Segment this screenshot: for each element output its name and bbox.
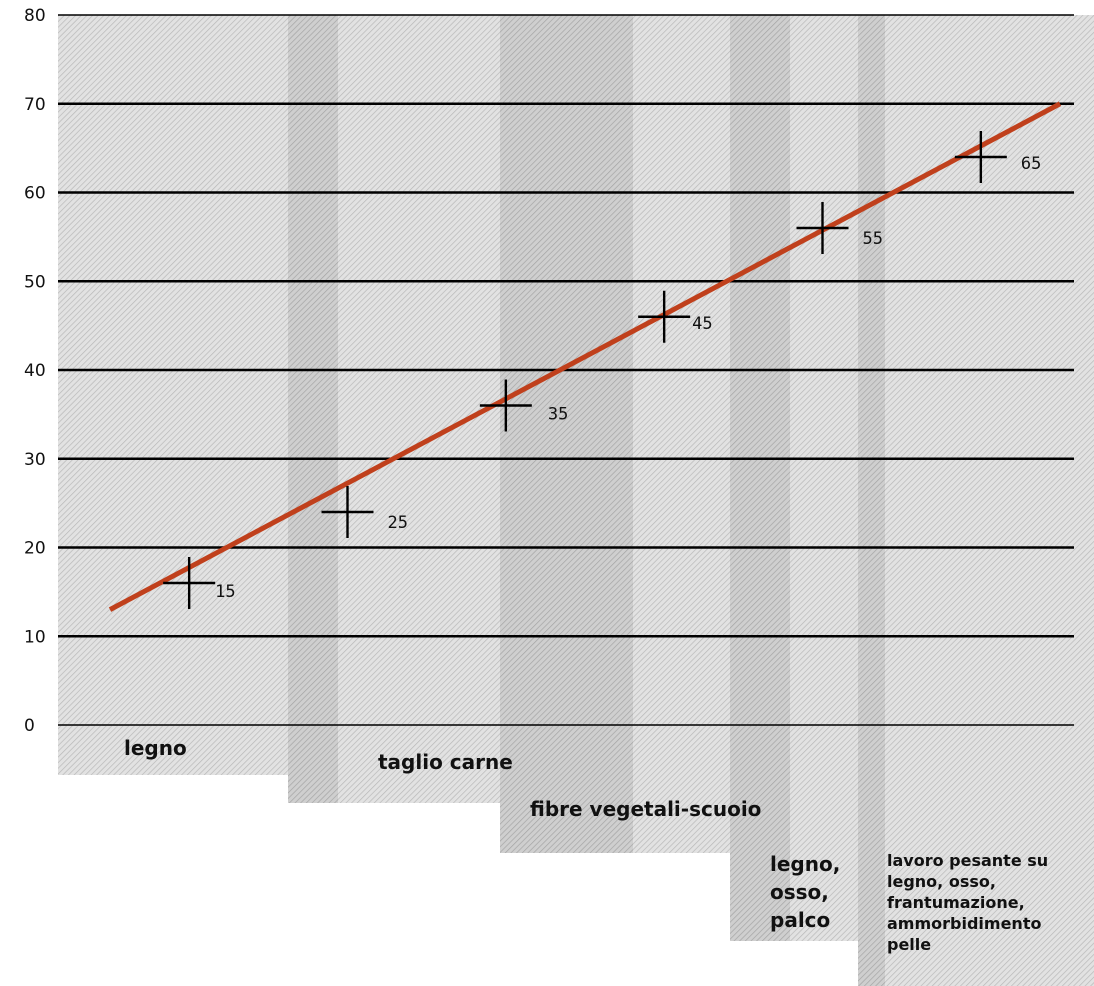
y-tick-label: 0	[24, 716, 35, 736]
band-label: fibre vegetali-scuoio	[530, 797, 762, 821]
trend-line	[108, 101, 1062, 612]
data-point-marker	[321, 486, 374, 538]
y-tick-label: 60	[24, 184, 46, 204]
band-label: legno	[124, 736, 187, 760]
band-label: taglio carne	[378, 750, 513, 774]
y-tick-label: 40	[24, 361, 46, 381]
data-label: 55	[863, 229, 883, 249]
data-point-marker	[163, 557, 216, 609]
data-point-marker	[479, 379, 532, 432]
y-tick-label: 50	[24, 272, 46, 292]
y-tick-label: 20	[24, 539, 46, 559]
data-label: 15	[215, 582, 235, 602]
data-point-marker	[954, 131, 1007, 183]
data-label: 35	[548, 405, 568, 425]
data-point-marker	[638, 290, 691, 343]
y-tick-label: 80	[24, 6, 46, 26]
data-label: 65	[1021, 154, 1041, 174]
data-label: 45	[692, 314, 712, 334]
data-label: 25	[388, 513, 408, 533]
y-tick-label: 30	[24, 450, 46, 470]
band-label: legno, osso, palco	[770, 852, 841, 932]
y-tick-label: 10	[24, 627, 46, 647]
background-band	[885, 15, 1094, 986]
band-label: lavoro pesante su legno, osso, frantumaz…	[887, 851, 1049, 954]
y-tick-label: 70	[24, 95, 46, 115]
data-point-marker	[796, 202, 849, 254]
